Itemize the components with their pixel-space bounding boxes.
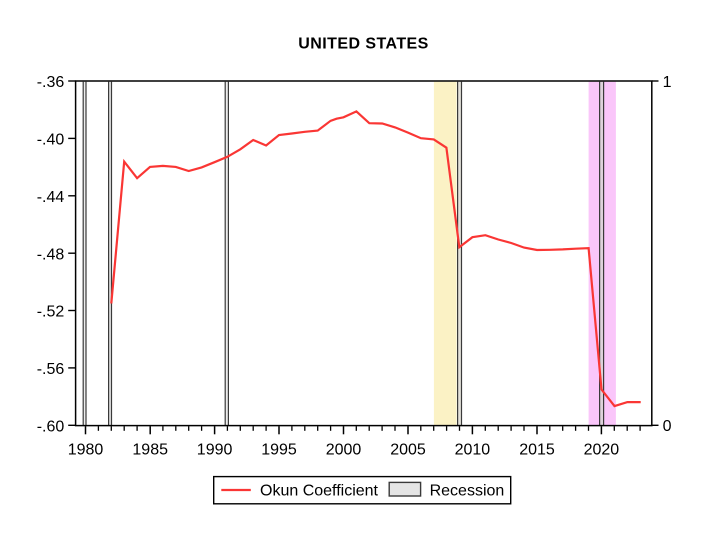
svg-text:Recession: Recession xyxy=(430,482,505,499)
svg-text:-.44: -.44 xyxy=(37,189,65,206)
svg-text:2005: 2005 xyxy=(390,442,426,459)
svg-text:Okun Coefficient: Okun Coefficient xyxy=(260,482,379,499)
svg-text:0: 0 xyxy=(663,418,672,435)
svg-text:-.40: -.40 xyxy=(37,132,65,149)
svg-text:1: 1 xyxy=(663,74,672,91)
svg-text:1985: 1985 xyxy=(132,442,168,459)
svg-text:1980: 1980 xyxy=(68,442,104,459)
svg-text:-.60: -.60 xyxy=(37,419,65,436)
svg-text:-.56: -.56 xyxy=(37,361,65,378)
svg-text:2015: 2015 xyxy=(519,442,555,459)
svg-text:1995: 1995 xyxy=(261,442,297,459)
svg-text:-.52: -.52 xyxy=(37,304,65,321)
svg-text:1990: 1990 xyxy=(197,442,233,459)
svg-text:2000: 2000 xyxy=(326,442,362,459)
svg-text:UNITED STATES: UNITED STATES xyxy=(298,36,429,53)
svg-text:-.48: -.48 xyxy=(37,246,65,263)
svg-text:2010: 2010 xyxy=(455,442,491,459)
svg-text:2020: 2020 xyxy=(584,442,620,459)
svg-text:-.36: -.36 xyxy=(37,74,65,91)
